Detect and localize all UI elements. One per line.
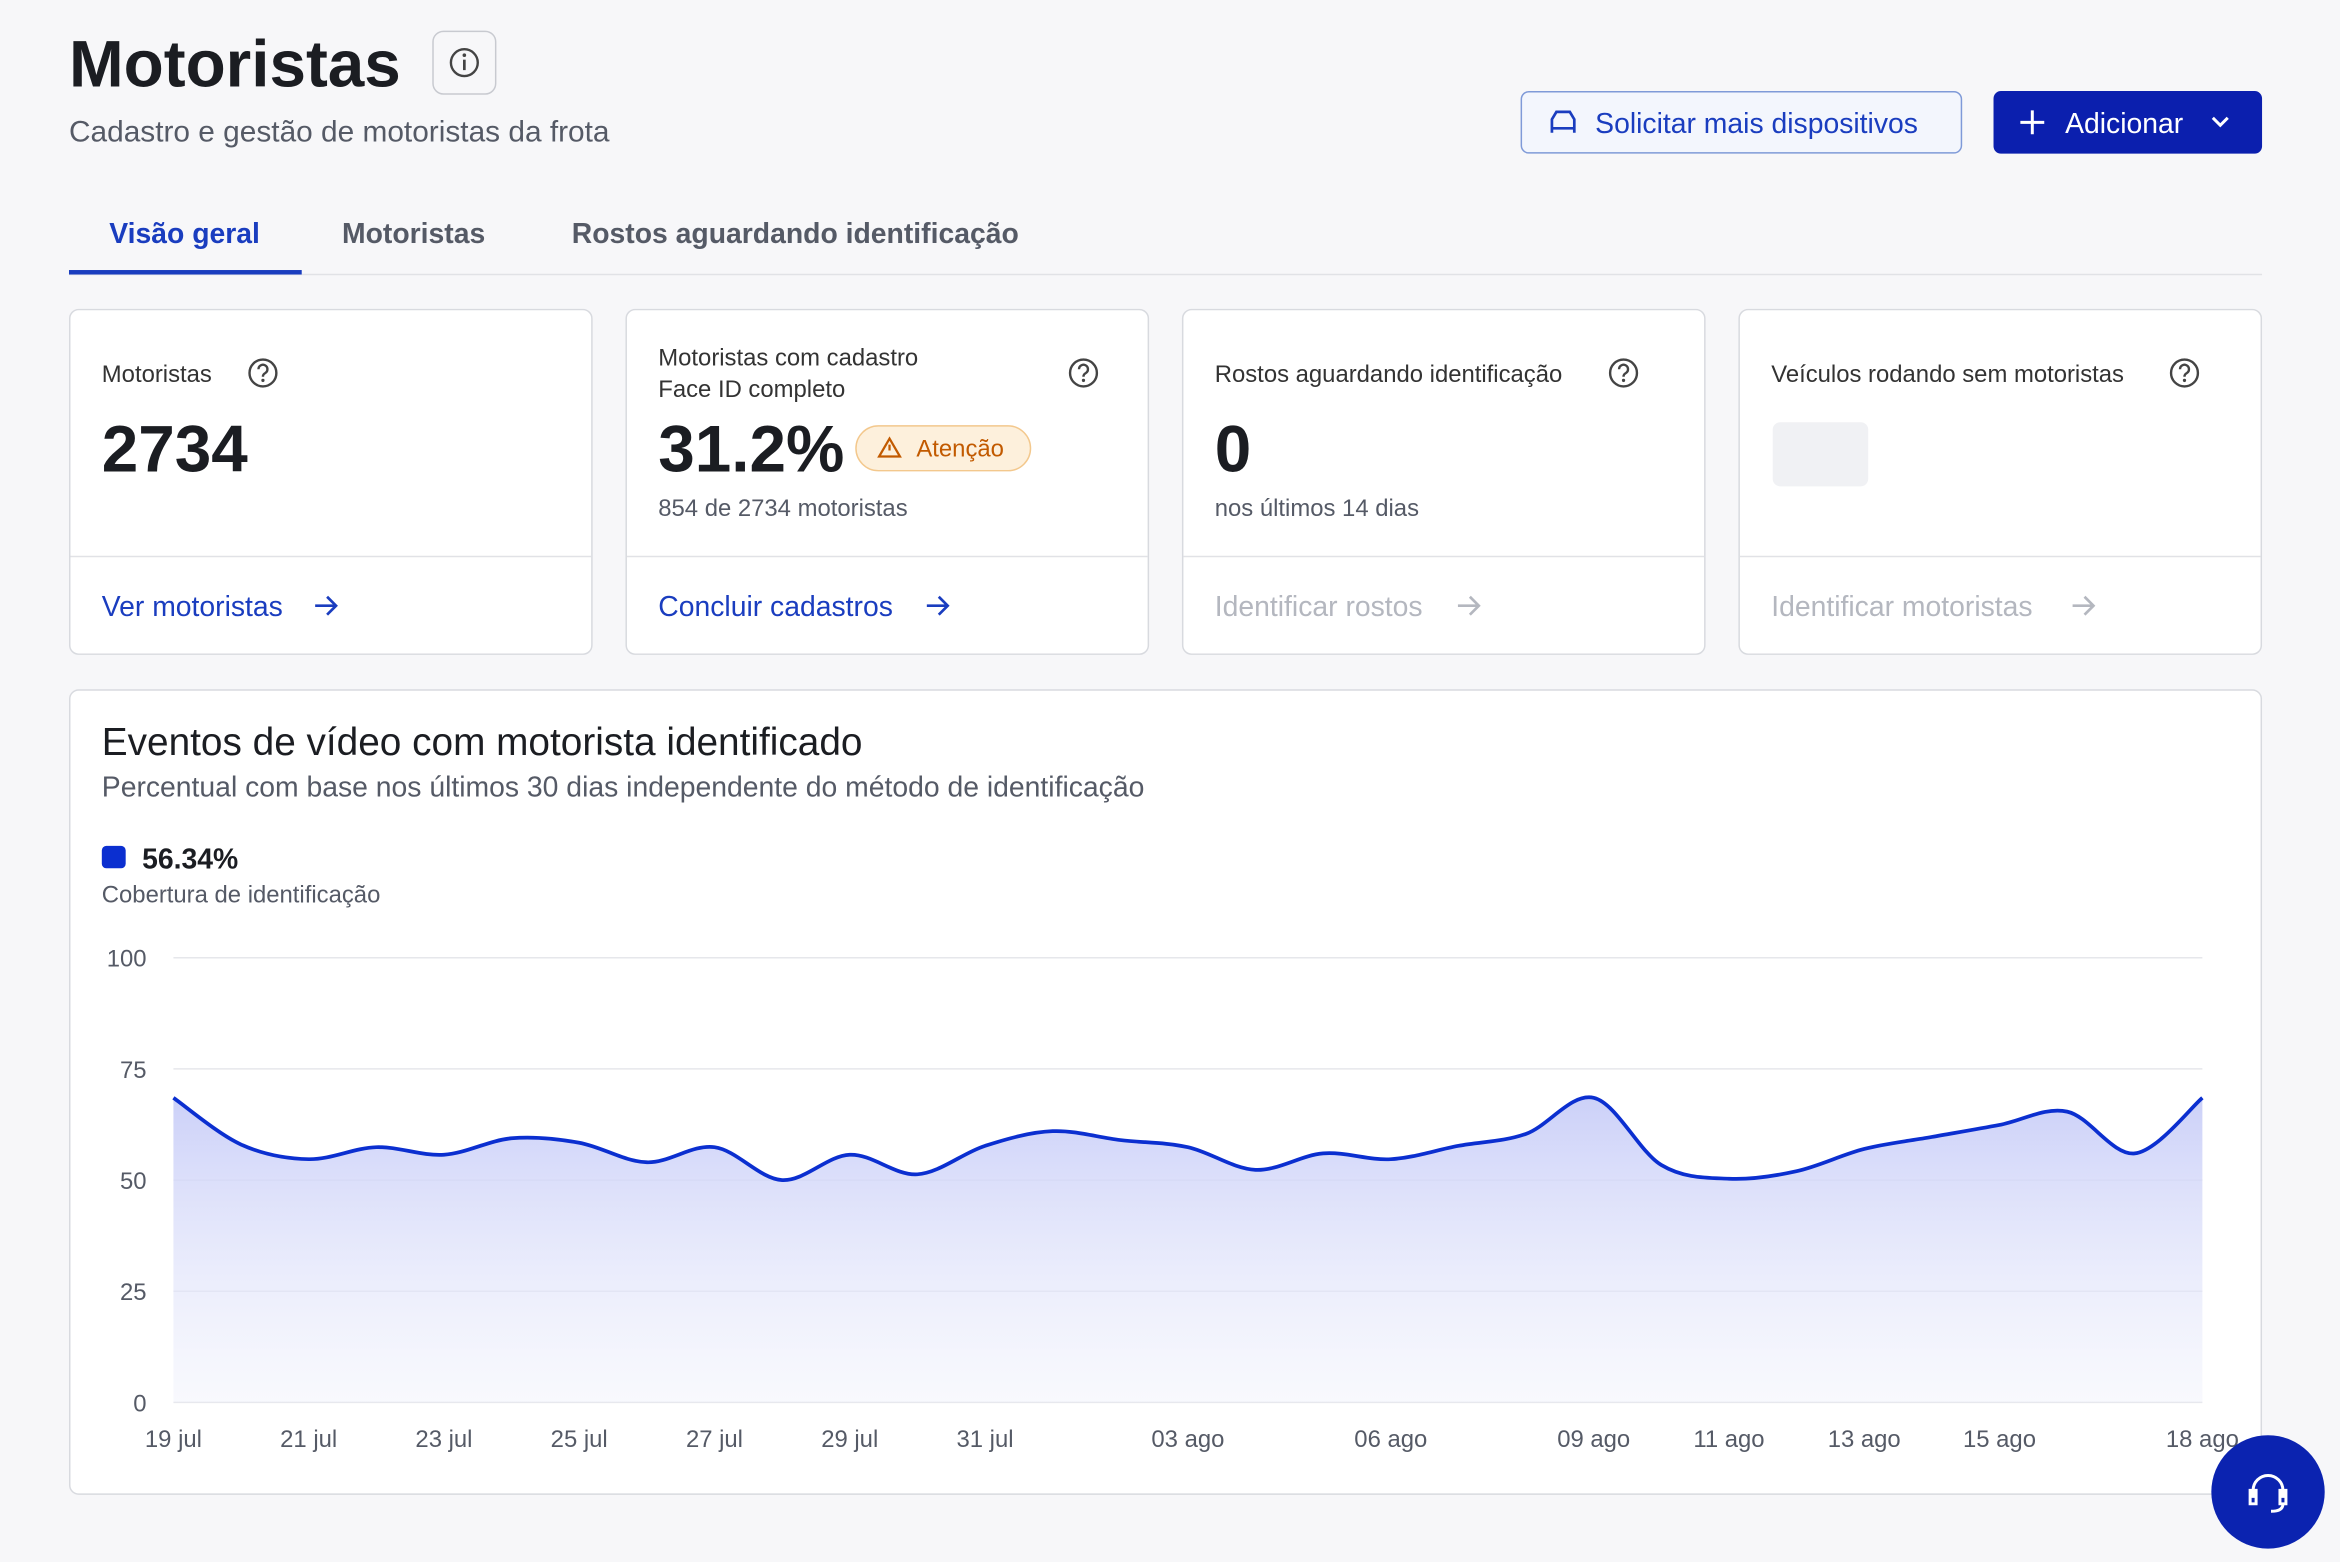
x-tick-label: 06 ago <box>1354 1426 1427 1453</box>
x-tick-label: 25 jul <box>551 1426 608 1453</box>
help-circle <box>248 358 278 388</box>
card: Motoristas 2734 Ver motoristas <box>68 308 593 655</box>
x-tick-label: 31 jul <box>956 1426 1013 1453</box>
arrow <box>2072 595 2096 616</box>
help-dot <box>2182 378 2187 383</box>
x-tick-label: 21 jul <box>280 1426 337 1453</box>
x-tick-label: 13 ago <box>1828 1426 1901 1453</box>
help-icon[interactable] <box>1068 358 1099 388</box>
card-value: 0 <box>1215 412 1252 485</box>
x-tick-label: 19 jul <box>145 1426 202 1453</box>
card: Motoristas com cadastro Face ID completo… <box>625 308 1150 655</box>
help-dot <box>1621 378 1626 383</box>
help-mark <box>1617 363 1630 377</box>
help-mark <box>2178 363 2191 377</box>
help-icon[interactable] <box>1608 358 1639 388</box>
chart-title: Eventos de vídeo com motorista identific… <box>102 721 863 764</box>
card-label: Rostos aguardando identificação <box>1215 361 1563 388</box>
help-circle <box>1608 358 1639 388</box>
button-label[interactable]: Adicionar <box>2065 108 2183 140</box>
arrow-icon <box>315 595 338 616</box>
card: Veículos rodando sem motoristas Identifi… <box>1738 308 2263 655</box>
legend-swatch <box>101 845 126 869</box>
loading-placeholder <box>1772 422 1869 487</box>
y-tick-label: 50 <box>120 1168 147 1195</box>
help-circle <box>1068 358 1099 388</box>
help-dot <box>261 378 265 383</box>
request-devices-button[interactable]: Solicitar mais dispositivos <box>1520 91 1963 154</box>
card-label: Motoristas <box>102 361 212 388</box>
page-title: Motoristas <box>69 28 401 101</box>
x-tick-label: 18 ago <box>2166 1426 2239 1453</box>
card-link[interactable]: Concluir cadastros <box>658 591 893 623</box>
y-tick-label: 0 <box>133 1390 146 1417</box>
card-link[interactable]: Ver motoristas <box>102 591 283 623</box>
arrow-icon <box>926 595 950 616</box>
x-tick-label: 09 ago <box>1557 1426 1630 1453</box>
page-subtitle: Cadastro e gestão de motoristas da frota <box>69 116 610 149</box>
tab-indicator <box>68 270 302 275</box>
x-tick-label: 03 ago <box>1151 1426 1224 1453</box>
card-label: Motoristas com cadastro <box>658 345 918 372</box>
y-tick-label: 25 <box>120 1279 147 1306</box>
card-link[interactable]: Identificar rostos <box>1215 591 1423 623</box>
card-label: Face ID completo <box>658 376 845 403</box>
y-tick-label: 75 <box>120 1057 147 1084</box>
help-icon[interactable] <box>2169 358 2200 388</box>
card-value: 31.2% <box>658 412 844 485</box>
button-label[interactable]: Solicitar mais dispositivos <box>1595 108 1918 140</box>
info-button[interactable] <box>432 30 497 95</box>
card: Rostos aguardando identificação 0 nos úl… <box>1181 308 1706 655</box>
legend-label: Cobertura de identificação <box>102 882 381 909</box>
arrow <box>1457 595 1481 616</box>
y-tick-label: 100 <box>107 946 147 973</box>
help-mark <box>1077 363 1090 377</box>
help-dot <box>1081 378 1086 383</box>
x-tick-label: 27 jul <box>686 1426 743 1453</box>
tab[interactable]: Rostos aguardando identificação <box>572 218 1019 250</box>
tab[interactable]: Motoristas <box>342 218 485 250</box>
warning-badge: Atenção <box>855 425 1032 472</box>
x-tick-label: 11 ago <box>1693 1426 1764 1453</box>
chart-subtitle: Percentual com base nos últimos 30 dias … <box>102 772 1145 804</box>
legend-total: 56.34% <box>142 843 238 875</box>
line <box>172 1095 2204 1182</box>
x-tick-label: 23 jul <box>415 1426 472 1453</box>
arrow <box>926 595 950 616</box>
help-mark <box>257 363 269 377</box>
card-note: nos últimos 14 dias <box>1215 495 1419 522</box>
arrow <box>315 595 338 616</box>
badge-label: Atenção <box>916 436 1004 463</box>
add-button[interactable]: Adicionar <box>1993 91 2263 154</box>
x-tick-label: 15 ago <box>1963 1426 2036 1453</box>
chart-card: Eventos de vídeo com motorista identific… <box>68 689 2263 1495</box>
tab[interactable]: Visão geral <box>109 218 260 250</box>
card-label: Veículos rodando sem motoristas <box>1771 361 2124 388</box>
card-note: 854 de 2734 motoristas <box>658 495 907 522</box>
card-link[interactable]: Identificar motoristas <box>1771 591 2032 623</box>
area-fill <box>173 1097 2203 1403</box>
help-circle <box>2169 358 2200 388</box>
arrow-icon <box>1457 595 1481 616</box>
x-tick-label: 29 jul <box>821 1426 878 1453</box>
help-icon[interactable] <box>248 358 278 388</box>
support-button[interactable] <box>2211 1435 2325 1549</box>
arrow-icon <box>2072 595 2096 616</box>
card-value: 2734 <box>102 412 248 485</box>
